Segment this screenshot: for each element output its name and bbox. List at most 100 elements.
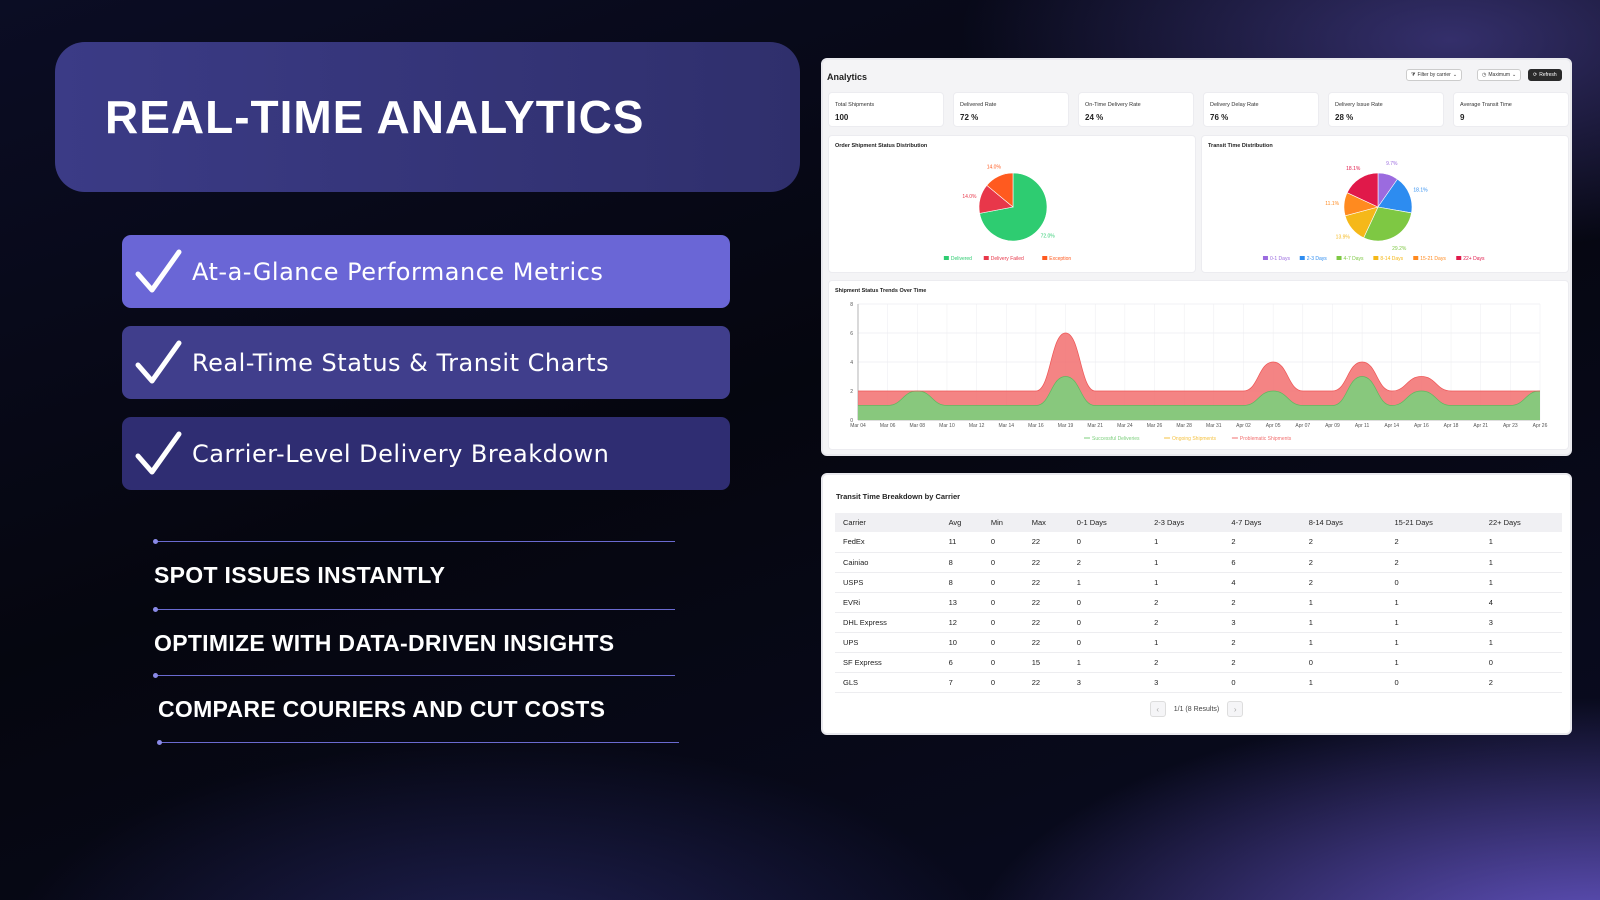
legend-swatch	[1262, 256, 1268, 260]
date-range-select[interactable]: ◷ Maximum ⌄	[1477, 69, 1522, 81]
column-header: 4-7 Days	[1223, 513, 1301, 532]
column-header: Carrier	[835, 513, 941, 532]
column-header: Min	[982, 513, 1024, 532]
table-cell: 0	[1068, 612, 1147, 633]
status-distribution-card: Order Shipment Status Distribution 72.0%…	[828, 135, 1196, 273]
next-page-button[interactable]: ›	[1227, 701, 1244, 717]
table-cell: 22	[1023, 612, 1069, 633]
legend-label: Problematic Shipments	[1240, 436, 1292, 442]
clock-icon: ◷	[1482, 72, 1487, 78]
feature-item: At-a-Glance Performance Metrics	[122, 235, 730, 308]
x-tick-label: Mar 06	[880, 423, 896, 429]
table-cell: 0	[982, 652, 1024, 673]
trends-card: Shipment Status Trends Over Time 0 2 4 6 8 Ma…	[828, 280, 1569, 450]
table-cell: 0	[1068, 532, 1147, 553]
table-cell: 1	[1146, 552, 1224, 573]
table-cell: 2	[1300, 572, 1387, 593]
table-row: USPS 8 0 22 1 1 4 2 0 1	[835, 572, 1562, 593]
status-pie-chart: 72.0% 14.0% 14.0% Delivered Delivery Failed E…	[943, 164, 1071, 262]
x-tick-label: Mar 21	[1087, 423, 1103, 429]
y-tick-label: 4	[850, 360, 853, 366]
pagination: ‹ 1/1 (8 Results) ›	[823, 701, 1570, 717]
x-tick-label: Apr 02	[1236, 423, 1251, 429]
kpi-card: Delivered Rate 72 %	[953, 92, 1069, 127]
chevron-left-icon: ‹	[1156, 704, 1160, 714]
table-cell: 1	[1386, 632, 1481, 653]
legend-swatch	[1299, 256, 1305, 260]
kpi-card: Average Transit Time 9	[1453, 92, 1569, 127]
legend-label: 22+ Days	[1463, 256, 1485, 262]
table-cell: 1	[1300, 612, 1387, 633]
slice-label: 29.2%	[1392, 246, 1407, 252]
filter-carrier-button[interactable]: ⧩ Filter by carrier ⌄	[1406, 69, 1463, 81]
chart-title: Transit Time Distribution	[1208, 143, 1273, 149]
table-cell: 2	[1223, 532, 1301, 553]
table-cell: 8	[940, 552, 983, 573]
table-cell: 1	[1300, 592, 1387, 613]
table-cell: 2	[1480, 672, 1562, 693]
table-cell: 22	[1023, 552, 1069, 573]
kpi-value: 24 %	[1085, 113, 1104, 122]
legend-swatch	[1042, 256, 1048, 260]
kpi-card: Total Shipments 100	[828, 92, 944, 127]
table-cell: 1	[1068, 572, 1147, 593]
table-cell: 4	[1480, 592, 1562, 613]
checkmark-icon	[135, 340, 182, 383]
x-tick-label: Apr 11	[1355, 423, 1370, 429]
slice-label: 72.0%	[1041, 234, 1056, 240]
legend-label: Delivered	[951, 256, 972, 262]
table-cell: 0	[1386, 572, 1481, 593]
table-cell: 10	[940, 632, 983, 653]
series-successful-line	[858, 376, 1541, 406]
column-header: Avg	[940, 513, 983, 532]
table-cell: 1	[1480, 572, 1562, 593]
kpi-value: 9	[1460, 113, 1465, 122]
y-tick-label: 6	[850, 331, 853, 337]
table-cell: FedEx	[835, 532, 941, 553]
table-row: UPS 10 0 22 0 1 2 1 1 1	[835, 632, 1562, 653]
column-header: Max	[1023, 513, 1069, 532]
pagination-text: 1/1 (8 Results)	[1173, 705, 1220, 713]
x-tick-label: Apr 09	[1325, 423, 1340, 429]
table-cell: 15	[1023, 652, 1069, 673]
dashboard-title: Analytics	[827, 72, 868, 82]
kpi-label: Delivered Rate	[960, 102, 997, 108]
table-header-row: Carrier Avg Min Max 0-1 Days 2-3 Days 4-7 Days…	[835, 513, 1562, 532]
page-title: REAL-TIME ANALYTICS	[105, 91, 645, 143]
table-cell: 2	[1386, 552, 1481, 573]
divider	[153, 539, 675, 544]
x-tick-label: Apr 14	[1384, 423, 1399, 429]
table-cell: 3	[1146, 672, 1224, 693]
divider	[153, 673, 675, 678]
y-tick-label: 8	[850, 302, 853, 308]
table-cell: 1	[1300, 632, 1387, 653]
legend-label: 4-7 Days	[1344, 256, 1365, 262]
table-cell: 2	[1223, 632, 1301, 653]
x-tick-label: Apr 07	[1295, 423, 1310, 429]
column-header: 2-3 Days	[1146, 513, 1224, 532]
hero-title-card: REAL-TIME ANALYTICS	[55, 42, 800, 192]
prev-page-button[interactable]: ‹	[1149, 701, 1166, 717]
table-cell: 0	[982, 532, 1024, 553]
x-tick-label: Mar 24	[1117, 423, 1133, 429]
table-cell: 2	[1223, 592, 1301, 613]
table-cell: SF Express	[835, 652, 941, 673]
chart-title: Order Shipment Status Distribution	[835, 143, 928, 149]
x-tick-label: Mar 10	[939, 423, 955, 429]
table-cell: Cainiao	[835, 552, 941, 573]
feature-label: At-a-Glance Performance Metrics	[192, 257, 604, 286]
table-row: GLS 7 0 22 3 3 0 1 0 2	[835, 672, 1562, 693]
table-cell: 1	[1146, 632, 1224, 653]
table-row: SF Express 6 0 15 1 2 2 0 1 0	[835, 652, 1562, 673]
table-cell: USPS	[835, 572, 941, 593]
table-cell: 4	[1223, 572, 1301, 593]
table-cell: 2	[1146, 592, 1224, 613]
legend-label: Ongoing Shipments	[1172, 436, 1216, 442]
slice-label: 14.0%	[987, 164, 1002, 170]
feature-item: Carrier-Level Delivery Breakdown	[122, 417, 730, 490]
table-cell: 0	[982, 632, 1024, 653]
slice-label: 9.7%	[1386, 161, 1398, 167]
slice-label: 13.9%	[1336, 235, 1351, 241]
refresh-button[interactable]: ⟳ Refresh	[1528, 69, 1562, 81]
kpi-card: On-Time Delivery Rate 24 %	[1078, 92, 1194, 127]
